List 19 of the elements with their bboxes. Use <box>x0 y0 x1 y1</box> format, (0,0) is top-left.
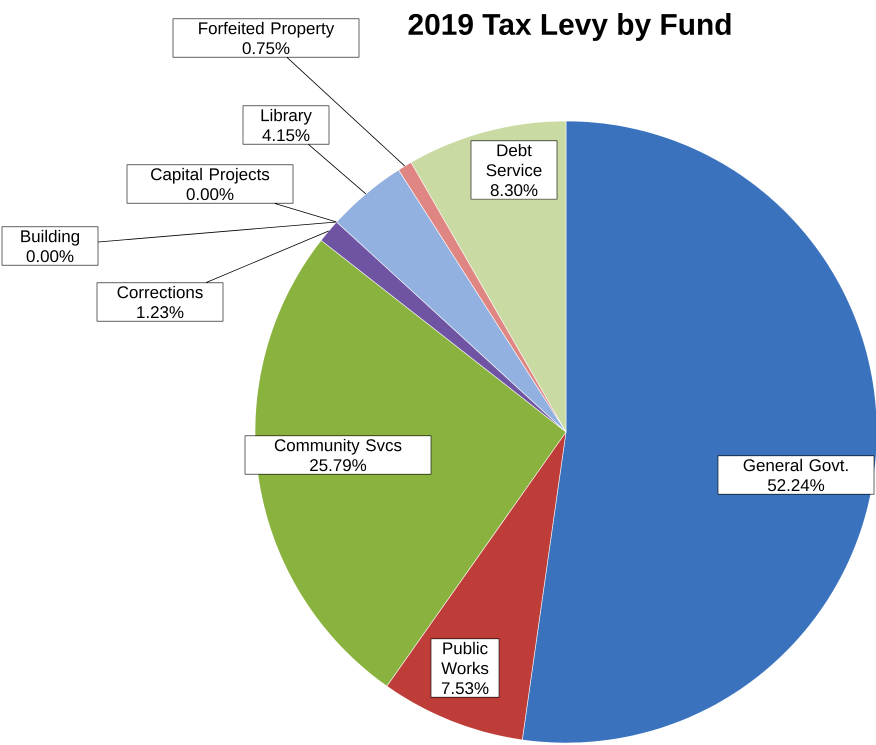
category-label: Building <box>21 230 80 246</box>
slice-label: Public Works <box>441 642 488 674</box>
data-label: 52.24% <box>768 479 824 492</box>
data-label: 8.30% <box>490 184 538 196</box>
slice-label: General Govt. <box>744 458 848 472</box>
text: 0.00% <box>26 250 74 262</box>
chart-title: 2019 Tax Levy by Fund <box>408 13 731 41</box>
data-label: 4.15% <box>262 129 310 142</box>
slice-label: Corrections <box>118 286 203 298</box>
data-label: 25.79% <box>310 459 366 472</box>
data-label: 1.23% <box>137 306 184 318</box>
slice-label: Community Svcs <box>274 438 402 455</box>
slice-label: Library <box>262 108 312 125</box>
data-label: 7.53% <box>442 682 488 694</box>
slice-label: Forfeited Property <box>199 22 334 38</box>
text: 0.00% <box>186 188 234 200</box>
category-label: Capital Projects <box>151 168 270 184</box>
data-label: 0.75% <box>242 42 290 54</box>
slice-label: Debt Service <box>486 144 542 176</box>
